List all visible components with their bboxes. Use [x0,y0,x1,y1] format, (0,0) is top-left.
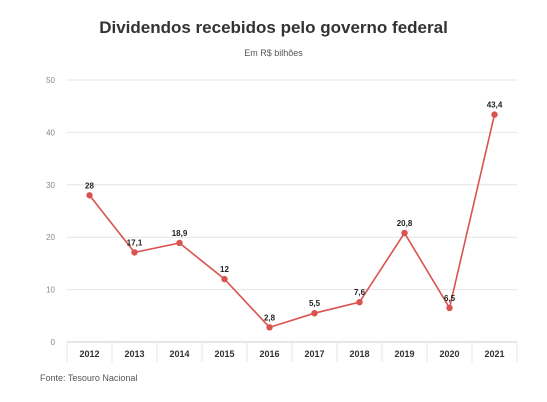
x-tick-label: 2015 [214,349,234,359]
x-tick-label: 2016 [259,349,279,359]
x-tick-label: 2021 [484,349,504,359]
data-point [311,309,318,317]
chart-title: Dividendos recebidos pelo governo federa… [99,18,448,37]
data-label: 6,5 [444,294,456,303]
x-tick-label: 2018 [349,349,369,359]
data-label: 18,9 [172,229,188,238]
data-point [131,249,138,256]
data-point [356,298,363,306]
x-tick-label: 2013 [124,349,144,359]
data-label: 5,5 [309,299,321,308]
y-tick-label: 30 [46,181,55,190]
x-tick-label: 2014 [169,349,189,359]
data-point [221,275,228,283]
data-label: 7,6 [354,288,366,297]
chart-subtitle: Em R$ bilhões [244,48,303,58]
data-point [491,111,498,118]
data-label: 17,1 [127,238,143,247]
x-tick-label: 2012 [79,349,99,359]
data-point [176,239,183,247]
y-tick-label: 50 [46,76,55,85]
data-point [266,324,273,331]
y-tick-label: 10 [46,286,55,295]
data-label: 2,8 [264,313,276,322]
x-tick-label: 2020 [439,349,459,359]
y-tick-label: 40 [46,128,55,137]
data-label: 28 [85,181,94,190]
data-label: 43,4 [487,101,503,110]
series-line [88,114,496,329]
y-tick-label: 20 [46,233,55,242]
source-note: Fonte: Tesouro Nacional [40,373,138,383]
data-point [446,304,453,312]
data-label: 20,8 [397,219,413,228]
data-label: 12 [220,265,229,274]
x-tick-label: 2019 [394,349,414,359]
x-tick-label: 2017 [304,349,324,359]
y-tick-label: 0 [51,338,56,347]
data-point [86,192,93,199]
data-point [401,229,408,237]
